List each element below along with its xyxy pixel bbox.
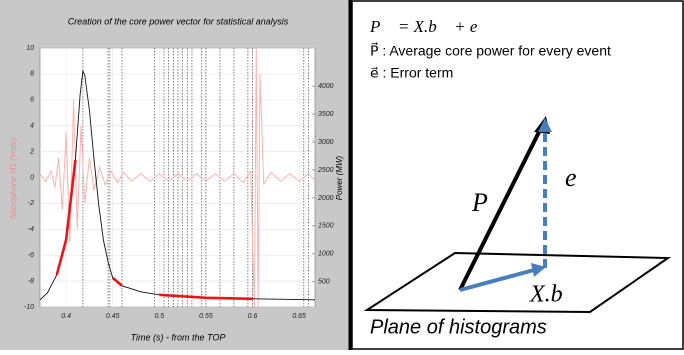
y-tick-label: 4 <box>30 123 34 130</box>
series-line <box>39 47 316 308</box>
y-tick-label: 8 <box>30 71 34 78</box>
x-tick-label: 0.55 <box>199 313 213 320</box>
chart-title: Creation of the core power vector for st… <box>68 16 289 26</box>
x-tick-label: 0.4 <box>61 313 71 320</box>
arrowhead <box>531 263 546 277</box>
y-tick-label: 2 <box>29 148 34 155</box>
series-line <box>55 159 253 301</box>
label-xb: X.b⃗ <box>529 282 581 308</box>
x-tick-label: 0.6 <box>248 313 258 320</box>
vector-xb <box>459 268 535 292</box>
y2-tick-label: 1000 <box>318 251 334 258</box>
y2-tick-label: 2000 <box>317 195 334 202</box>
y-axis-label: Microphone M1 (Volts) <box>9 138 18 219</box>
y-tick-label: 6 <box>30 97 34 104</box>
arrowhead <box>538 118 552 132</box>
y2-tick-label: 3500 <box>318 111 334 118</box>
y2-tick-label: 500 <box>318 279 330 286</box>
y-tick-label: 0 <box>30 174 34 181</box>
x-axis-label: Time (s) - from the TOP <box>131 332 226 342</box>
y-tick-label: -8 <box>28 278 34 285</box>
y2-axis-label: Power (MW) <box>335 155 344 200</box>
y2-tick-label: 1500 <box>318 223 334 230</box>
x-tick-label: 0.5 <box>154 313 164 320</box>
plane <box>363 251 672 314</box>
y-tick-label: -10 <box>24 304 34 311</box>
y2-tick-label: 3000 <box>318 139 334 146</box>
legend-line: P⃗ : Average core power for every event <box>370 42 611 59</box>
y-tick-label: -6 <box>28 252 34 259</box>
plane-label: Plane of histograms <box>370 316 547 338</box>
label-p: P⃗ <box>471 188 508 217</box>
y-tick-label: 10 <box>26 45 34 52</box>
y2-tick-label: 4000 <box>318 83 334 90</box>
y-tick-label: -2 <box>28 200 34 207</box>
equation: P⃗ = X.b⃗ + e⃗ <box>369 17 491 36</box>
label-e: e⃗ <box>565 163 597 192</box>
y-tick-label: -4 <box>28 226 34 233</box>
legend-line: e⃗ : Error term <box>370 65 453 81</box>
chart: -10 -8 -6 -4 -2 0 2 4 6 8 10 500 1000 1500 2000 2500 300… <box>24 45 334 320</box>
vector-p <box>458 125 544 291</box>
x-tick-label: 0.65 <box>292 313 306 320</box>
x-tick-label: 0.45 <box>106 313 120 320</box>
y2-tick-label: 2500 <box>317 167 334 174</box>
